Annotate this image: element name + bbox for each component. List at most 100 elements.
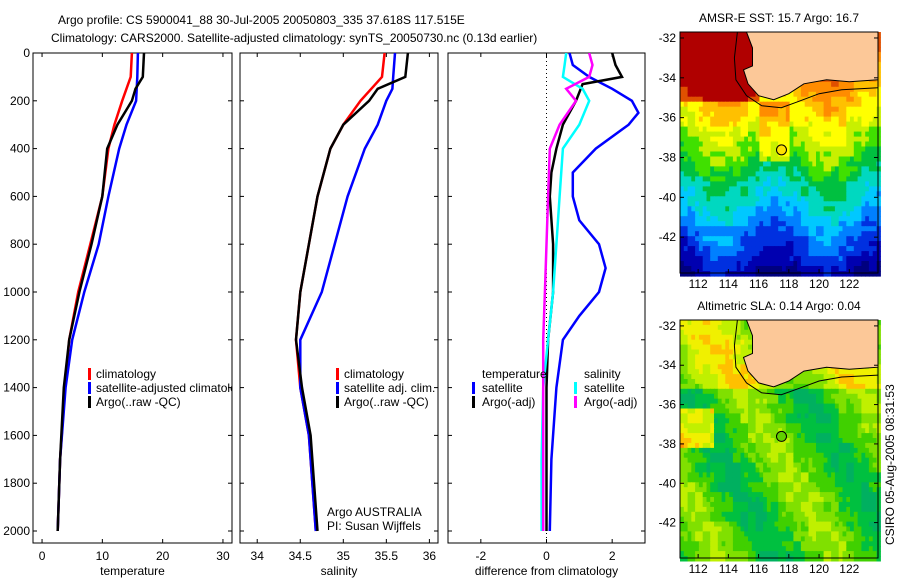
map-cell	[721, 374, 726, 380]
map-cell	[744, 349, 749, 355]
map-cell	[691, 344, 696, 351]
map-cell	[714, 146, 719, 153]
map-cell	[808, 477, 813, 483]
map-cell	[876, 181, 881, 187]
map-cell	[729, 241, 734, 247]
x-tick-label: -2	[475, 549, 486, 563]
map-cell	[785, 403, 791, 410]
map-cell	[729, 96, 734, 103]
map-cell	[827, 452, 832, 459]
map-cell	[827, 403, 832, 410]
map-cell	[861, 136, 866, 143]
map-cell	[687, 246, 692, 252]
map-cell	[721, 457, 726, 464]
map-cell	[748, 56, 753, 63]
map-cell	[800, 171, 806, 177]
map-cell	[691, 96, 696, 103]
map-cell	[755, 256, 760, 262]
map-cell	[751, 166, 757, 172]
series-line-temperature-satellite	[548, 53, 640, 532]
map-cell	[812, 181, 817, 187]
map-cell	[698, 344, 704, 351]
map-cell	[691, 266, 696, 272]
legend-swatch	[574, 396, 577, 408]
map-cell	[736, 166, 742, 172]
map-cell	[736, 492, 742, 498]
map-cell	[797, 447, 802, 454]
map-cell	[868, 447, 874, 454]
map-cell	[725, 196, 730, 202]
map-cell	[857, 176, 862, 182]
map-cell	[736, 251, 742, 257]
map-cell	[695, 334, 700, 341]
map-cell	[687, 413, 692, 419]
map-cell	[782, 166, 787, 172]
map-cell	[717, 181, 723, 187]
map-cell	[861, 374, 866, 380]
map-cell	[827, 516, 832, 523]
map-cell	[702, 246, 708, 252]
map-cell	[695, 196, 700, 202]
map-cell	[763, 413, 768, 419]
map-cell	[706, 413, 711, 419]
map-cell	[876, 497, 881, 503]
map-cell	[800, 501, 806, 508]
map-cell	[691, 32, 696, 38]
map-cell	[842, 462, 847, 469]
map-cell	[850, 516, 855, 523]
map-cell	[706, 42, 711, 48]
map-cell	[876, 91, 881, 98]
map-cell	[827, 374, 832, 380]
map-cell	[729, 403, 734, 410]
map-cell	[797, 196, 802, 202]
map-cell	[680, 91, 685, 98]
map-cell	[721, 191, 726, 197]
map-cell	[755, 457, 760, 464]
map-cell	[721, 226, 726, 232]
map-cell	[834, 379, 840, 385]
map-cell	[857, 442, 862, 449]
map-cell	[789, 111, 794, 118]
map-cell	[759, 116, 764, 123]
map-cell	[751, 171, 757, 177]
map-cell	[793, 477, 798, 483]
map-cell	[736, 136, 742, 143]
map-cell	[865, 181, 870, 187]
map-cell	[827, 131, 832, 138]
map-cell	[872, 176, 878, 182]
map-cell	[808, 438, 813, 444]
map-cell	[702, 76, 708, 83]
map-cell	[850, 487, 855, 493]
map-cell	[740, 428, 745, 434]
map-cell	[683, 226, 689, 232]
map-cell	[736, 46, 742, 53]
map-cell	[680, 156, 685, 163]
map-cell	[778, 423, 783, 429]
map-cell	[695, 393, 700, 400]
map-cell	[793, 121, 798, 128]
map-cell	[819, 256, 825, 262]
map-cell	[770, 511, 776, 518]
map-cell	[838, 477, 844, 483]
map-cell	[729, 521, 734, 528]
map-cell	[729, 126, 734, 133]
map-cell	[857, 126, 862, 133]
map-cell	[793, 231, 798, 237]
map-cell	[789, 226, 794, 232]
map-cell	[717, 482, 723, 488]
map-cell	[846, 151, 851, 158]
map-cell	[706, 61, 711, 68]
map-cell	[691, 81, 696, 88]
map-cell	[755, 251, 760, 257]
map-cell	[868, 91, 874, 98]
map-cell	[744, 131, 749, 138]
map-cell	[729, 156, 734, 163]
map-cell	[740, 271, 745, 277]
map-cell	[702, 374, 708, 380]
map-cell	[766, 388, 772, 395]
map-cell	[729, 131, 734, 138]
map-cell	[789, 506, 794, 513]
map-cell	[691, 251, 696, 257]
map-cell	[680, 413, 685, 419]
map-cell	[800, 398, 806, 405]
